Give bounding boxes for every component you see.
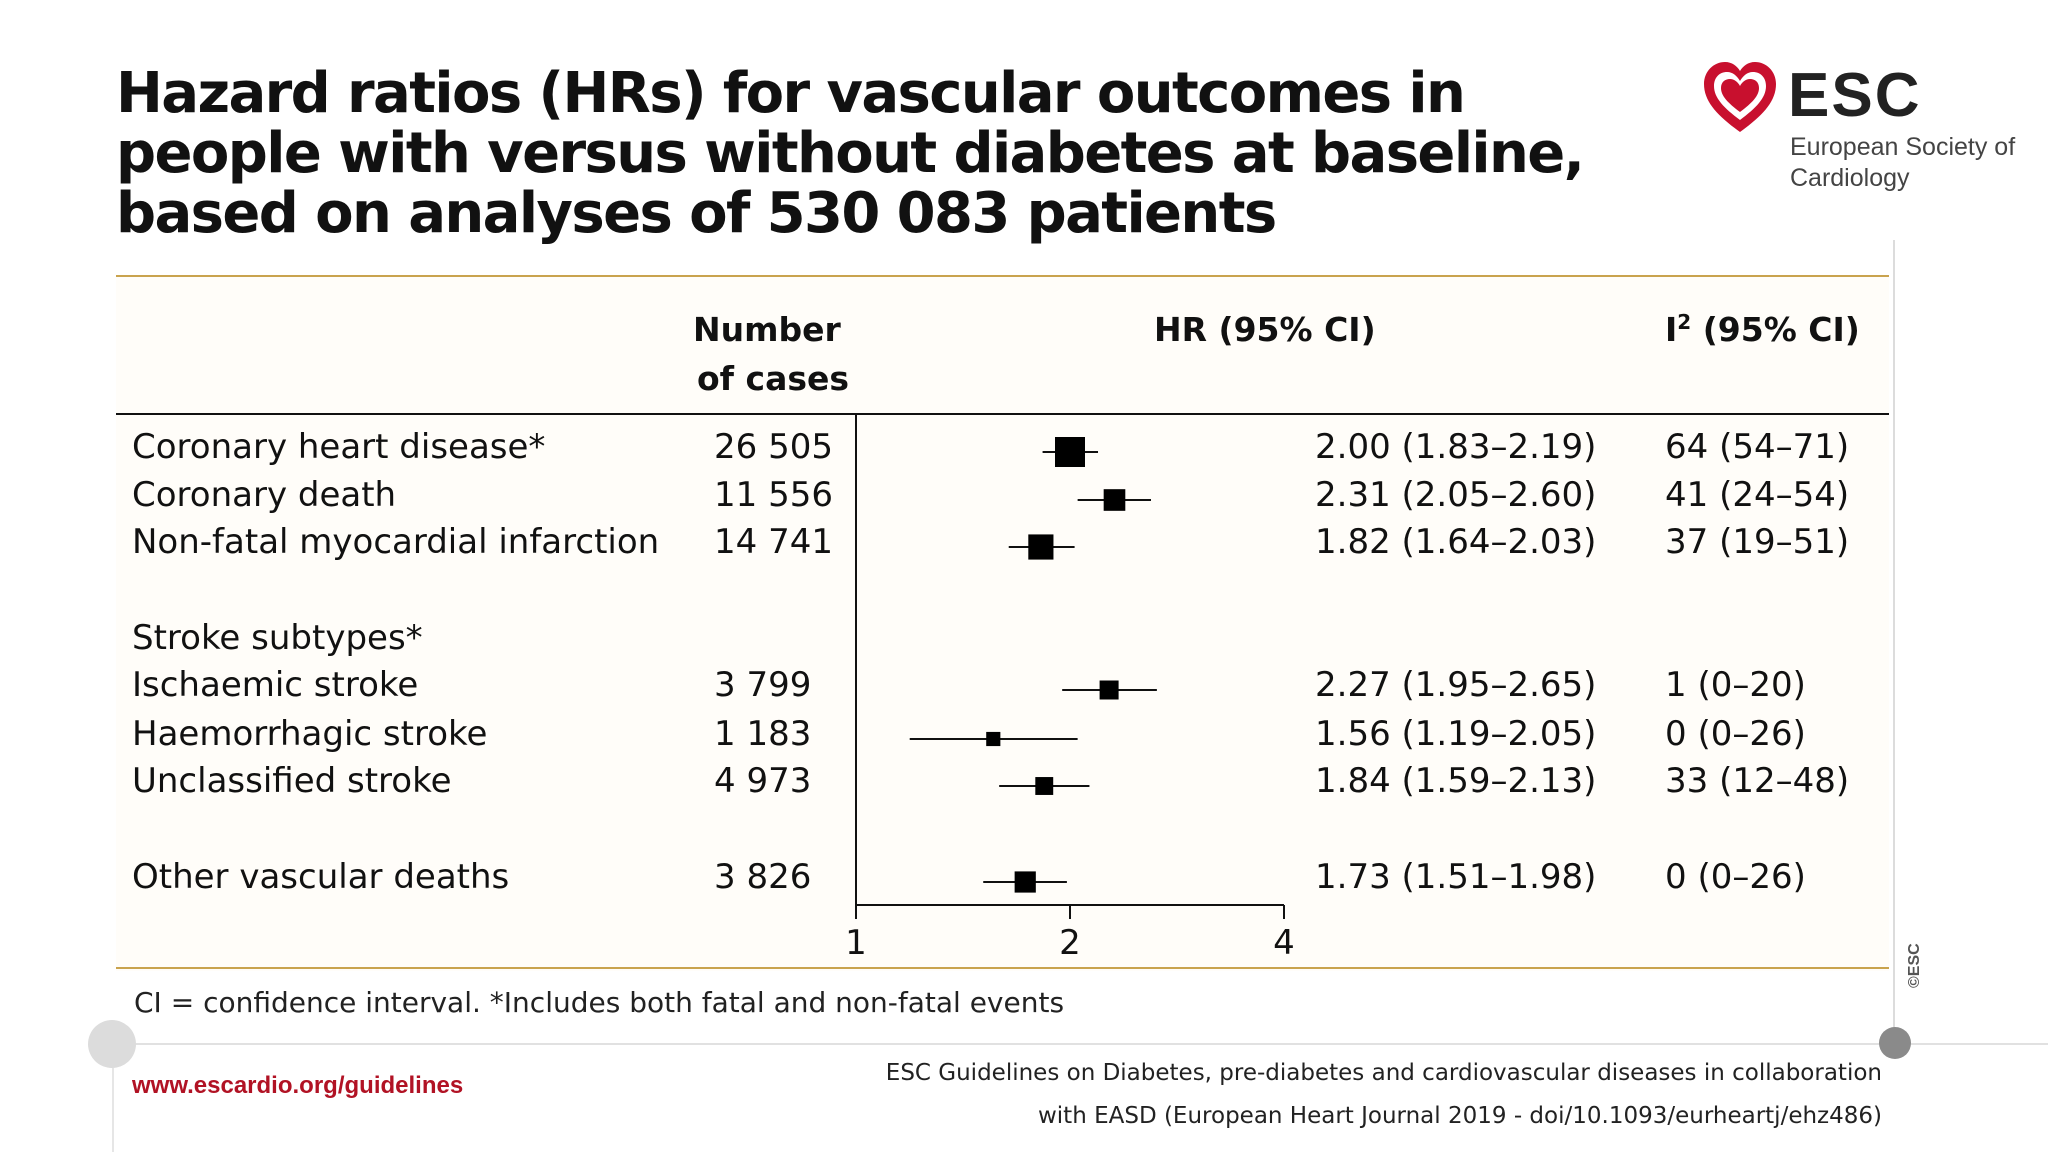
row-label: Ischaemic stroke: [132, 665, 418, 705]
logo-abbreviation: ESC: [1788, 61, 1922, 130]
row-i2-text: 0 (0–26): [1665, 857, 1806, 897]
row-label: Coronary death: [132, 475, 396, 515]
footnote: CI = confidence interval. *Includes both…: [134, 986, 1065, 1019]
row-cases: 14 741: [714, 522, 833, 562]
x-tick-label: 4: [1273, 923, 1295, 963]
slide-title: Hazard ratios (HRs) for vascular outcome…: [116, 61, 1585, 246]
header-number: Number: [693, 310, 841, 349]
header-i2-prefix: I: [1665, 310, 1678, 349]
row-i2-text: 0 (0–26): [1665, 714, 1806, 754]
row-i2-text: 1 (0–20): [1665, 665, 1806, 705]
row-label: Stroke subtypes*: [132, 618, 423, 658]
header-i2-suffix: (95% CI): [1691, 310, 1860, 349]
header-i2-superscript: 2: [1677, 310, 1692, 334]
hr-marker: [1103, 489, 1126, 511]
footer-divider: [112, 1043, 2048, 1045]
row-hr-text: 1.82 (1.64–2.03): [1315, 522, 1596, 562]
row-cases: 3 826: [714, 857, 811, 897]
hr-marker: [986, 731, 1001, 747]
copyright: ©ESC: [1906, 943, 1923, 988]
row-label: Non-fatal myocardial infarction: [132, 522, 659, 562]
row-hr-text: 2.00 (1.83–2.19): [1315, 427, 1596, 467]
logo-organization-name: European Society of Cardiology: [1790, 133, 2016, 192]
header-i2: I2 (95% CI): [1665, 305, 1860, 355]
row-cases: 11 556: [714, 475, 833, 515]
esc-logo: ESC European Society of Cardiology: [1700, 58, 2020, 198]
row-i2-text: 37 (19–51): [1665, 522, 1849, 562]
x-tick-label: 2: [1059, 923, 1081, 963]
slide-nav-dot-left[interactable]: [88, 1020, 136, 1068]
header-hr: HR (95% CI): [1154, 310, 1376, 349]
header-of-cases: of cases: [697, 359, 850, 398]
row-hr-text: 1.73 (1.51–1.98): [1315, 857, 1596, 897]
row-cases: 3 799: [714, 665, 811, 705]
hr-marker: [1014, 871, 1036, 893]
right-border-line: [1893, 240, 1895, 1040]
heart-logo-icon: [1704, 62, 1776, 132]
hr-marker: [1055, 437, 1085, 467]
table-bottom-rule: [116, 967, 1889, 969]
row-cases: 26 505: [714, 427, 833, 467]
row-hr-text: 1.84 (1.59–2.13): [1315, 761, 1596, 801]
row-hr-text: 1.56 (1.19–2.05): [1315, 714, 1596, 754]
slide-nav-dot-right[interactable]: [1879, 1027, 1911, 1059]
row-label: Haemorrhagic stroke: [132, 714, 487, 754]
citation-line-1: ESC Guidelines on Diabetes, pre-diabetes…: [885, 1060, 1882, 1086]
row-hr-text: 2.27 (1.95–2.65): [1315, 665, 1596, 705]
citation: ESC Guidelines on Diabetes, pre-diabetes…: [886, 1052, 1882, 1138]
x-tick-label: 1: [845, 923, 867, 963]
guidelines-link[interactable]: www.escardio.org/guidelines: [132, 1072, 464, 1099]
row-hr-text: 2.31 (2.05–2.60): [1315, 475, 1596, 515]
row-cases: 4 973: [714, 761, 811, 801]
row-i2-text: 33 (12–48): [1665, 761, 1849, 801]
hr-marker: [1035, 777, 1054, 795]
row-i2-text: 64 (54–71): [1665, 427, 1849, 467]
table-top-rule: [116, 275, 1889, 277]
hr-marker: [1028, 534, 1054, 560]
row-cases: 1 183: [714, 714, 811, 754]
row-i2-text: 41 (24–54): [1665, 475, 1849, 515]
hr-marker: [1099, 680, 1119, 700]
row-label: Unclassified stroke: [132, 761, 451, 801]
table-panel: [116, 275, 1889, 971]
footer-left-edge: [112, 1068, 114, 1152]
row-label: Other vascular deaths: [132, 857, 509, 897]
citation-line-2: with EASD (European Heart Journal 2019 -…: [1037, 1103, 1882, 1129]
row-label: Coronary heart disease*: [132, 427, 545, 467]
